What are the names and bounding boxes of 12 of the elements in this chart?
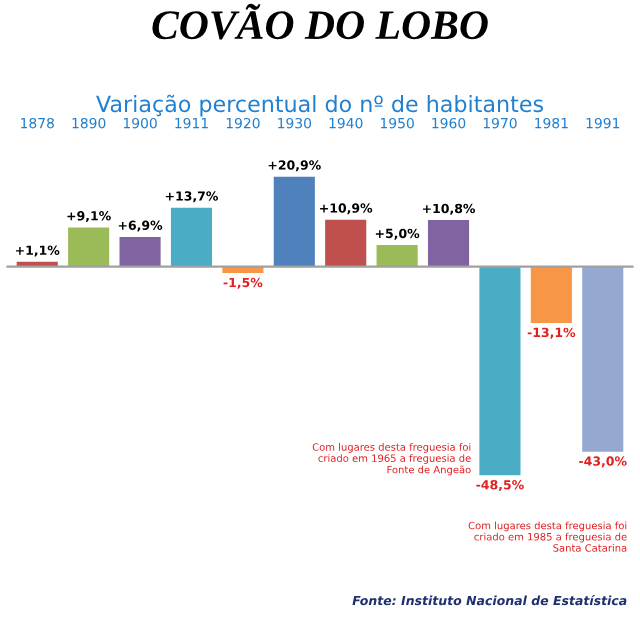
bar xyxy=(273,176,315,267)
bar xyxy=(119,236,161,267)
bar xyxy=(582,266,624,452)
bar xyxy=(427,220,470,267)
chart-subtitle: Variação percentual do nº de habitantes xyxy=(96,94,543,117)
bar xyxy=(170,207,213,267)
chart-title: COVÃO DO LOBO xyxy=(152,3,488,40)
bar xyxy=(479,266,521,476)
bar xyxy=(325,219,367,267)
bar xyxy=(68,227,110,267)
bar xyxy=(530,266,572,323)
bar xyxy=(376,245,418,267)
